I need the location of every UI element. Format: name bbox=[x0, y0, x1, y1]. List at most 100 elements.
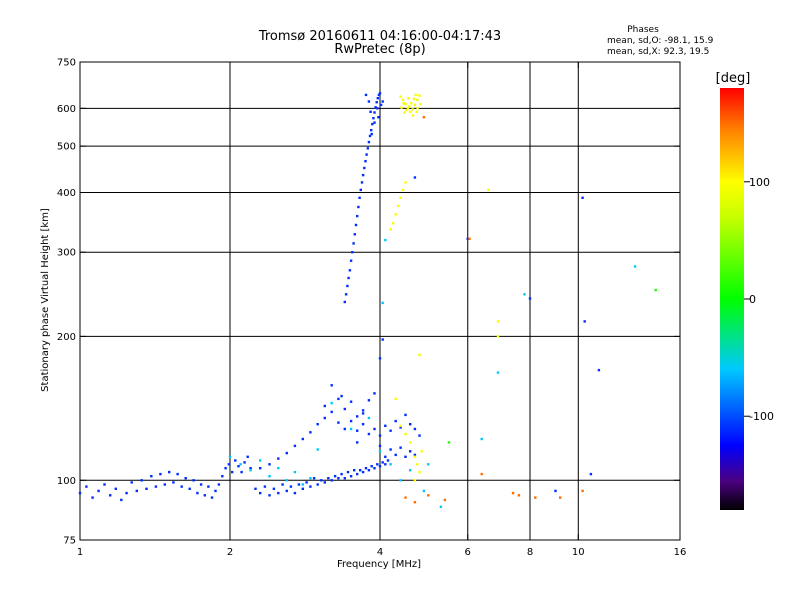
data-point bbox=[422, 489, 426, 493]
data-point bbox=[394, 419, 397, 423]
data-point bbox=[254, 487, 257, 490]
colorbar bbox=[720, 88, 744, 510]
x-tick-label: 10 bbox=[572, 547, 585, 558]
chart-subtitle: RwPretec (8p) bbox=[334, 42, 425, 57]
data-point bbox=[366, 147, 369, 150]
data-point bbox=[103, 483, 106, 486]
data-point bbox=[411, 108, 414, 111]
data-point bbox=[583, 320, 586, 323]
data-point bbox=[281, 483, 284, 486]
data-point bbox=[399, 479, 402, 482]
data-point bbox=[372, 117, 375, 120]
data-point bbox=[293, 491, 297, 495]
data-point bbox=[114, 487, 117, 490]
data-point bbox=[199, 483, 203, 486]
data-point bbox=[381, 301, 384, 305]
data-point bbox=[356, 415, 359, 418]
data-point bbox=[633, 265, 637, 268]
data-point bbox=[597, 368, 601, 372]
data-point bbox=[404, 496, 407, 499]
data-point bbox=[528, 297, 532, 300]
data-point bbox=[249, 467, 252, 470]
data-point bbox=[207, 485, 210, 488]
data-point bbox=[413, 176, 417, 179]
data-point bbox=[168, 470, 171, 474]
data-point bbox=[496, 335, 500, 338]
data-point bbox=[367, 100, 371, 103]
data-point bbox=[581, 196, 584, 199]
data-point bbox=[357, 205, 360, 209]
data-point bbox=[404, 103, 407, 106]
data-point bbox=[227, 463, 231, 466]
data-point bbox=[394, 213, 397, 216]
data-point bbox=[654, 288, 657, 292]
x-tick-label: 8 bbox=[527, 547, 533, 558]
data-point bbox=[418, 353, 421, 356]
data-point bbox=[404, 455, 407, 458]
data-point bbox=[389, 448, 392, 451]
data-point bbox=[163, 483, 166, 486]
data-point bbox=[378, 465, 382, 468]
data-point bbox=[367, 416, 371, 420]
data-point bbox=[378, 92, 382, 95]
data-point bbox=[409, 423, 412, 426]
data-point bbox=[409, 469, 412, 472]
data-point bbox=[368, 134, 372, 138]
y-tick-label: 600 bbox=[57, 104, 76, 115]
data-point bbox=[401, 188, 405, 192]
data-point bbox=[468, 237, 471, 240]
data-point bbox=[367, 432, 371, 436]
data-point bbox=[340, 394, 343, 398]
data-point bbox=[378, 357, 382, 360]
data-point bbox=[399, 196, 402, 199]
data-point bbox=[277, 491, 280, 495]
data-point bbox=[246, 455, 249, 458]
data-point bbox=[409, 450, 412, 453]
data-point bbox=[386, 459, 390, 462]
data-point bbox=[394, 453, 397, 457]
data-point bbox=[414, 93, 417, 97]
data-point bbox=[373, 427, 376, 431]
data-point bbox=[427, 463, 430, 466]
y-tick-label: 400 bbox=[57, 188, 76, 199]
data-point bbox=[427, 494, 430, 497]
data-point bbox=[523, 293, 526, 296]
data-point bbox=[399, 426, 402, 429]
data-point bbox=[419, 103, 422, 106]
data-point bbox=[384, 463, 387, 466]
data-point bbox=[337, 397, 340, 401]
data-point bbox=[361, 423, 365, 426]
data-point bbox=[159, 472, 162, 476]
y-tick-label: 200 bbox=[57, 332, 76, 343]
data-point bbox=[367, 469, 371, 472]
data-point bbox=[418, 434, 421, 437]
data-point bbox=[401, 98, 405, 101]
data-point bbox=[330, 479, 333, 482]
data-point bbox=[203, 494, 206, 497]
data-point bbox=[356, 429, 359, 432]
data-point bbox=[268, 475, 271, 478]
data-point bbox=[330, 410, 333, 414]
data-point bbox=[150, 475, 153, 478]
data-point bbox=[365, 153, 368, 156]
data-point bbox=[353, 469, 356, 472]
data-point bbox=[343, 427, 346, 431]
data-point bbox=[349, 259, 353, 262]
axes: 1 2 4 6 8 10 16 75 100 200 300 400 500 600 750 bbox=[57, 58, 686, 559]
data-point bbox=[376, 463, 379, 466]
data-point bbox=[447, 441, 451, 444]
data-point bbox=[418, 470, 421, 474]
data-point bbox=[346, 470, 350, 474]
data-point bbox=[376, 97, 379, 100]
data-point bbox=[97, 489, 100, 493]
data-point bbox=[301, 483, 304, 486]
data-point bbox=[399, 95, 402, 98]
data-point bbox=[409, 441, 412, 444]
data-point bbox=[496, 371, 500, 374]
data-point bbox=[120, 498, 123, 502]
data-point bbox=[217, 483, 221, 486]
data-point bbox=[384, 455, 387, 458]
data-point bbox=[327, 477, 330, 480]
data-point bbox=[361, 470, 365, 474]
